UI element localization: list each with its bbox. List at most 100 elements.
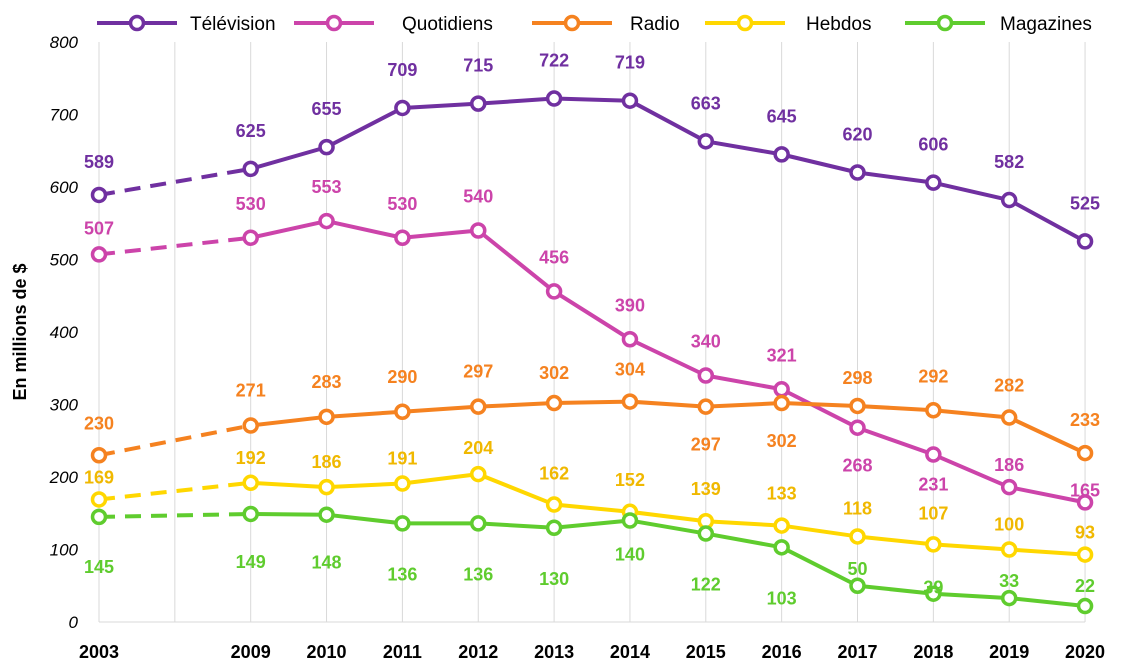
data-label: 282	[994, 376, 1024, 396]
x-tick-label: 2019	[989, 642, 1029, 662]
data-label: 302	[767, 431, 797, 451]
data-label: 302	[539, 363, 569, 383]
data-point	[1000, 589, 1018, 607]
data-point	[849, 419, 866, 436]
data-point	[318, 478, 335, 496]
data-label: 525	[1070, 193, 1100, 213]
data-label: 231	[918, 475, 948, 495]
data-label: 130	[539, 569, 569, 589]
data-label: 530	[387, 194, 417, 214]
data-label: 50	[847, 559, 867, 579]
data-point	[394, 403, 411, 420]
data-label: 321	[767, 345, 797, 365]
y-tick-label: 200	[49, 468, 79, 487]
y-tick-label: 800	[50, 33, 79, 52]
data-label: 606	[918, 135, 948, 155]
data-point	[773, 539, 790, 556]
data-label: 118	[843, 498, 872, 518]
data-point	[925, 174, 942, 191]
y-tick-label: 600	[50, 178, 79, 197]
data-label: 582	[994, 152, 1024, 172]
data-point	[773, 394, 790, 412]
data-label: 530	[236, 194, 266, 214]
data-label: 140	[615, 545, 645, 565]
data-point	[90, 508, 108, 526]
data-point	[697, 367, 715, 384]
data-point	[1000, 409, 1018, 426]
data-point	[470, 222, 487, 239]
data-label: 271	[236, 381, 266, 401]
data-label: 297	[463, 362, 493, 382]
data-label: 152	[615, 470, 645, 490]
data-label: 340	[691, 332, 721, 352]
data-label: 283	[312, 372, 342, 392]
x-tick-label: 2020	[1065, 642, 1105, 662]
y-tick-label: 500	[50, 251, 79, 270]
data-point	[1000, 191, 1018, 209]
y-axis-label: En millions de $	[10, 263, 30, 400]
data-label: 136	[463, 564, 493, 584]
data-point	[470, 398, 487, 415]
data-label: 186	[312, 452, 342, 472]
data-point	[925, 402, 942, 419]
data-label: 139	[691, 479, 721, 499]
data-point	[90, 246, 108, 263]
data-label: 39	[923, 578, 943, 598]
data-point	[242, 417, 259, 434]
legend-marker	[936, 14, 954, 32]
data-point	[925, 446, 942, 463]
data-point	[470, 95, 487, 112]
data-point	[1000, 541, 1018, 558]
legend-label: Radio	[630, 14, 680, 35]
data-point	[318, 506, 335, 523]
data-point	[1076, 233, 1094, 250]
data-point	[394, 515, 411, 532]
data-point	[242, 229, 259, 246]
data-label: 230	[84, 413, 114, 433]
data-label: 292	[918, 366, 948, 386]
data-label: 715	[463, 56, 493, 76]
x-tick-label: 2012	[458, 642, 498, 662]
legend-item: Radio	[532, 14, 680, 35]
data-label: 645	[767, 106, 797, 126]
data-point	[394, 229, 411, 246]
x-tick-label: 2011	[383, 642, 422, 662]
data-label: 540	[463, 187, 493, 207]
legend-item: Télévision	[97, 14, 276, 35]
data-label: 22	[1075, 576, 1095, 596]
data-point	[849, 164, 866, 181]
data-label: 507	[84, 218, 114, 238]
data-label: 169	[84, 467, 114, 487]
data-point	[773, 146, 790, 163]
data-label: 165	[1070, 480, 1100, 500]
data-point	[697, 398, 715, 415]
data-point	[925, 585, 942, 602]
legend-item: Magazines	[905, 14, 1092, 35]
data-point	[1000, 478, 1018, 496]
series-line	[250, 399, 1086, 455]
data-label: 186	[994, 455, 1024, 475]
legend-item: Quotidiens	[294, 14, 493, 35]
data-label: 100	[994, 515, 1024, 535]
legend-label: Hebdos	[806, 14, 872, 35]
y-tick-label: 300	[50, 396, 79, 415]
data-label: 719	[615, 53, 645, 73]
y-tick-label: 100	[50, 541, 79, 560]
data-point	[470, 515, 487, 532]
data-point	[242, 505, 259, 523]
legend-label: Quotidiens	[402, 14, 493, 35]
legend-item: Hebdos	[705, 14, 872, 35]
data-point	[697, 133, 715, 150]
x-tick-label: 2013	[534, 642, 574, 662]
data-label: 553	[312, 177, 342, 197]
data-label: 107	[918, 503, 948, 523]
data-point	[545, 394, 563, 412]
x-tick-label: 2010	[307, 642, 347, 662]
data-label: 268	[842, 456, 872, 476]
data-point	[925, 536, 942, 553]
data-point	[242, 160, 259, 178]
data-label: 192	[236, 448, 266, 468]
data-point	[242, 474, 259, 492]
data-label: 33	[999, 571, 1019, 591]
data-label: 456	[539, 247, 569, 267]
